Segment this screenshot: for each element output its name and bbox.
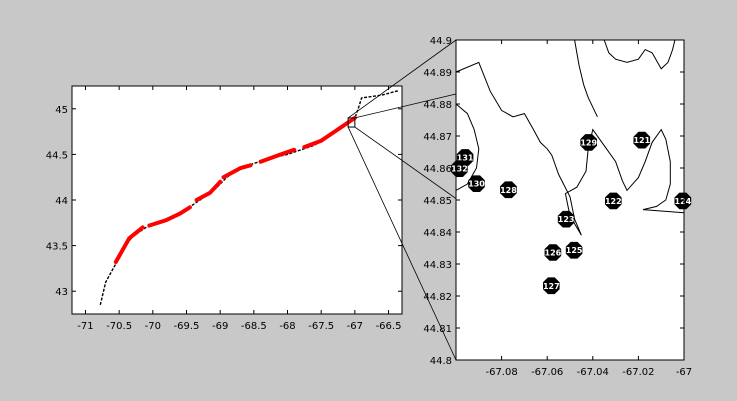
station-label: 129 — [580, 138, 597, 147]
station-label: 130 — [468, 180, 485, 189]
inset-y-tick-label: 44.86 — [423, 164, 452, 175]
overview-y-tick-label: 44 — [55, 196, 68, 207]
station-octagon-icon — [633, 131, 651, 149]
overview-y-axis: 43 43.5 44 44.5 45 — [46, 105, 402, 298]
inset-x-tick-label: -67.08 — [485, 367, 517, 378]
station-label: 127 — [543, 282, 560, 291]
inset-y-tick-label: 44.85 — [423, 196, 452, 207]
inset-x-tick-label: -67 — [676, 367, 692, 378]
station-octagon-icon — [451, 160, 468, 177]
station-marker-129: 129 — [580, 134, 597, 151]
overview-x-tick-label: -69 — [212, 321, 228, 332]
inset-y-axis: 44.8 44.81 44.82 44.83 44.84 44.85 44.86 44.87 4… — [423, 36, 684, 367]
highlighted-coast-segment — [258, 147, 297, 164]
station-octagon-icon — [500, 181, 517, 199]
station-octagon-icon — [543, 277, 560, 295]
overview-y-tick-label: 44.5 — [46, 150, 68, 161]
inset-y-tick-label: 44.81 — [423, 324, 452, 335]
overview-y-tick-label: 43.5 — [46, 242, 68, 253]
station-octagon-icon — [580, 134, 597, 151]
station-label: 131 — [457, 153, 474, 162]
station-label: 122 — [605, 197, 622, 206]
overview-x-tick-label: -67.5 — [308, 321, 334, 332]
station-marker-130: 130 — [468, 175, 485, 192]
station-octagon-icon — [468, 175, 485, 192]
inset-y-tick-label: 44.82 — [423, 292, 452, 303]
overview-x-tick-label: -68 — [279, 321, 295, 332]
station-marker-132: 132 — [451, 160, 468, 177]
station-label: 128 — [500, 186, 517, 195]
inset-axes-background — [456, 40, 684, 360]
station-markers: 121 122 123 124 125 126 127 128 129 130 131 132 — [451, 131, 692, 295]
highlighted-coast-segment — [113, 225, 145, 264]
station-label: 132 — [451, 165, 468, 174]
inset-x-axis: -67.08 -67.06 -67.04 -67.02 -67 — [485, 40, 692, 378]
station-marker-121: 121 — [633, 131, 651, 149]
overview-x-tick-label: -71 — [77, 321, 93, 332]
overview-x-axis: -71 -70.5 -70 -69.5 -69 -68.5 -68 -67.5 -67 -66.5 — [77, 86, 401, 332]
station-octagon-icon — [565, 241, 583, 259]
inset-x-tick-label: -67.02 — [622, 367, 654, 378]
station-octagon-icon — [605, 192, 622, 210]
highlighted-coast-segment — [302, 115, 357, 150]
overview-x-tick-label: -68.5 — [241, 321, 267, 332]
inset-y-tick-label: 44.8 — [430, 356, 452, 367]
inset-x-tick-label: -67.04 — [577, 367, 609, 378]
inset-coastline — [455, 39, 685, 236]
overview-x-tick-label: -66.5 — [376, 321, 402, 332]
inset-x-tick-label: -67.06 — [531, 367, 563, 378]
station-label: 124 — [675, 197, 692, 206]
overview-map-panel: -71 -70.5 -70 -69.5 -69 -68.5 -68 -67.5 -67 -66.5… — [46, 85, 403, 332]
overview-x-tick-label: -69.5 — [174, 321, 200, 332]
inset-coastline-line — [603, 39, 676, 70]
highlighted-coast-segment — [147, 205, 192, 228]
station-marker-128: 128 — [500, 181, 517, 199]
highlighted-coast-segment — [221, 163, 253, 180]
station-marker-127: 127 — [543, 277, 560, 295]
station-label: 126 — [545, 248, 562, 257]
inset-y-tick-label: 44.83 — [423, 260, 452, 271]
inset-y-tick-label: 44.87 — [423, 132, 452, 143]
station-octagon-icon — [544, 244, 562, 261]
inset-y-tick-label: 44.89 — [423, 68, 452, 79]
inset-coastline-line — [455, 61, 685, 236]
station-label: 123 — [558, 215, 575, 224]
station-marker-124: 124 — [674, 192, 692, 210]
inset-map-panel: 121 122 123 124 125 126 127 128 129 130 131 132 -67… — [423, 36, 692, 378]
inset-y-tick-label: 44.84 — [423, 228, 452, 239]
overview-x-tick-label: -67 — [347, 321, 363, 332]
station-label: 121 — [633, 136, 650, 145]
inset-coastline-line — [574, 39, 598, 118]
station-marker-126: 126 — [545, 244, 562, 261]
station-octagon-icon — [674, 192, 692, 210]
overview-zoom-box — [347, 117, 356, 128]
inset-y-tick-label: 44.88 — [423, 100, 452, 111]
inset-coastline-line — [455, 103, 480, 191]
overview-x-tick-label: -70 — [145, 321, 161, 332]
station-marker-123: 123 — [557, 210, 575, 228]
station-marker-122: 122 — [605, 192, 622, 210]
inset-y-tick-label: 44.9 — [430, 36, 452, 47]
zoom-connector-line — [347, 126, 457, 361]
overview-y-tick-label: 43 — [55, 287, 68, 298]
station-marker-125: 125 — [565, 241, 583, 259]
zoom-connector-line — [347, 39, 457, 119]
station-label: 125 — [566, 246, 583, 255]
station-octagon-icon — [557, 210, 575, 228]
overview-y-tick-label: 45 — [55, 105, 68, 116]
overview-x-tick-label: -70.5 — [106, 321, 132, 332]
overview-highlighted-coast — [113, 115, 357, 264]
highlighted-coast-segment — [194, 179, 223, 202]
